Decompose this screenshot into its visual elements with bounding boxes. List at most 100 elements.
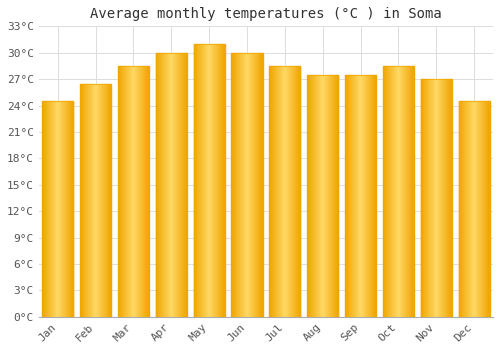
Bar [213, 44, 214, 317]
Bar [293, 66, 294, 317]
Bar [239, 53, 240, 317]
Bar [433, 79, 434, 317]
Bar [326, 75, 327, 317]
Bar [146, 66, 147, 317]
Bar [201, 44, 202, 317]
Bar [217, 44, 218, 317]
Bar [70, 101, 71, 317]
Bar [296, 66, 298, 317]
Bar [98, 84, 100, 317]
Bar [88, 84, 89, 317]
Bar [478, 101, 479, 317]
Bar [102, 84, 103, 317]
Bar [289, 66, 290, 317]
Bar [345, 75, 346, 317]
Bar [94, 84, 95, 317]
Bar [464, 101, 465, 317]
Bar [258, 53, 259, 317]
Bar [194, 44, 224, 317]
Bar [396, 66, 397, 317]
Bar [383, 66, 414, 317]
Bar [246, 53, 247, 317]
Bar [447, 79, 448, 317]
Bar [91, 84, 92, 317]
Bar [178, 53, 180, 317]
Bar [430, 79, 432, 317]
Bar [446, 79, 447, 317]
Bar [148, 66, 149, 317]
Bar [167, 53, 168, 317]
Bar [438, 79, 439, 317]
Bar [450, 79, 451, 317]
Bar [451, 79, 452, 317]
Bar [219, 44, 220, 317]
Bar [212, 44, 213, 317]
Bar [409, 66, 410, 317]
Bar [72, 101, 74, 317]
Bar [108, 84, 109, 317]
Bar [383, 66, 384, 317]
Bar [461, 101, 462, 317]
Bar [80, 84, 111, 317]
Bar [307, 75, 308, 317]
Bar [365, 75, 366, 317]
Bar [175, 53, 176, 317]
Bar [89, 84, 90, 317]
Bar [87, 84, 88, 317]
Bar [53, 101, 54, 317]
Bar [445, 79, 446, 317]
Bar [428, 79, 429, 317]
Bar [275, 66, 276, 317]
Bar [384, 66, 385, 317]
Bar [385, 66, 386, 317]
Bar [176, 53, 177, 317]
Bar [223, 44, 224, 317]
Bar [284, 66, 285, 317]
Bar [96, 84, 97, 317]
Bar [129, 66, 130, 317]
Bar [363, 75, 364, 317]
Bar [317, 75, 318, 317]
Bar [126, 66, 127, 317]
Bar [387, 66, 388, 317]
Bar [361, 75, 362, 317]
Bar [368, 75, 370, 317]
Bar [411, 66, 412, 317]
Bar [216, 44, 217, 317]
Bar [364, 75, 365, 317]
Bar [254, 53, 255, 317]
Bar [104, 84, 105, 317]
Bar [278, 66, 280, 317]
Bar [286, 66, 288, 317]
Bar [288, 66, 289, 317]
Bar [295, 66, 296, 317]
Bar [465, 101, 466, 317]
Bar [366, 75, 367, 317]
Bar [434, 79, 435, 317]
Bar [200, 44, 201, 317]
Bar [218, 44, 219, 317]
Bar [160, 53, 162, 317]
Bar [320, 75, 321, 317]
Bar [66, 101, 67, 317]
Bar [349, 75, 350, 317]
Bar [294, 66, 295, 317]
Bar [370, 75, 371, 317]
Bar [174, 53, 175, 317]
Bar [204, 44, 205, 317]
Bar [198, 44, 199, 317]
Bar [480, 101, 481, 317]
Bar [105, 84, 106, 317]
Bar [488, 101, 489, 317]
Bar [147, 66, 148, 317]
Bar [121, 66, 122, 317]
Bar [357, 75, 358, 317]
Bar [313, 75, 314, 317]
Bar [316, 75, 317, 317]
Bar [206, 44, 208, 317]
Bar [327, 75, 328, 317]
Bar [392, 66, 393, 317]
Bar [138, 66, 139, 317]
Bar [458, 101, 490, 317]
Title: Average monthly temperatures (°C ) in Soma: Average monthly temperatures (°C ) in So… [90, 7, 442, 21]
